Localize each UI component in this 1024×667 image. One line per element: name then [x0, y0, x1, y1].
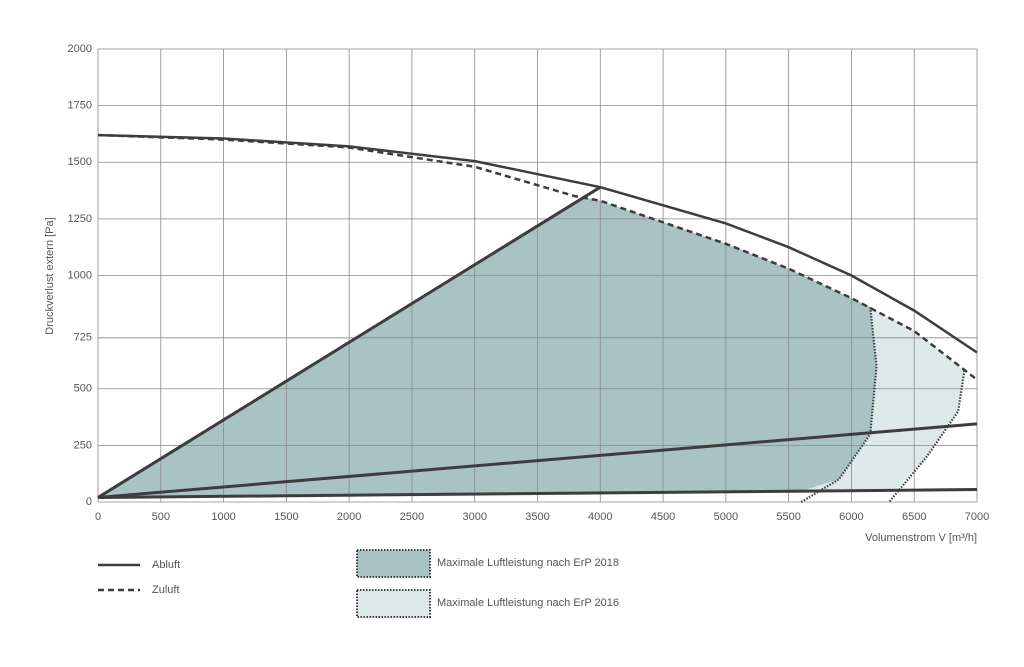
- legend-label: Abluft: [152, 559, 180, 571]
- y-tick-label: 2000: [68, 43, 92, 55]
- boundary-line: [800, 307, 878, 503]
- x-tick-label: 5000: [714, 511, 738, 523]
- x-tick-label: 6000: [839, 511, 863, 523]
- y-tick-label: 1750: [68, 100, 92, 112]
- y-tick-label: 1000: [68, 269, 92, 281]
- legend-swatch: [356, 589, 431, 618]
- x-tick-label: 7000: [965, 511, 989, 523]
- system-line: [97, 488, 978, 499]
- y-tick-label: 250: [74, 439, 92, 451]
- y-tick-label: 725: [74, 332, 92, 344]
- x-tick-label: 4000: [588, 511, 612, 523]
- x-axis-label: Volumenstrom V [m³/h]: [865, 532, 977, 544]
- x-tick-label: 5500: [776, 511, 800, 523]
- legend-swatch: [356, 549, 431, 578]
- y-tick-label: 1500: [68, 156, 92, 168]
- x-tick-label: 1000: [211, 511, 235, 523]
- series-line: [97, 133, 978, 381]
- system-line: [97, 185, 602, 499]
- y-tick-label: 0: [86, 496, 92, 508]
- x-tick-label: 2500: [400, 511, 424, 523]
- series-line: [97, 133, 978, 354]
- legend-label: Maximale Luftleistung nach ErP 2016: [437, 597, 619, 609]
- plot: [97, 48, 978, 503]
- x-tick-label: 1500: [274, 511, 298, 523]
- y-tick-label: 500: [74, 383, 92, 395]
- area: [98, 197, 877, 498]
- x-tick-label: 2000: [337, 511, 361, 523]
- x-tick-label: 0: [95, 511, 101, 523]
- x-tick-label: 4500: [651, 511, 675, 523]
- system-line: [97, 422, 978, 499]
- y-axis-label: Druckverlust extern [Pa]: [44, 217, 56, 334]
- y-tick-label: 1250: [68, 213, 92, 225]
- x-tick-label: 3500: [525, 511, 549, 523]
- legend-label: Maximale Luftleistung nach ErP 2018: [437, 557, 619, 569]
- legend-label: Zuluft: [152, 584, 180, 596]
- x-tick-label: 3000: [462, 511, 486, 523]
- x-tick-label: 500: [152, 511, 170, 523]
- x-tick-label: 6500: [902, 511, 926, 523]
